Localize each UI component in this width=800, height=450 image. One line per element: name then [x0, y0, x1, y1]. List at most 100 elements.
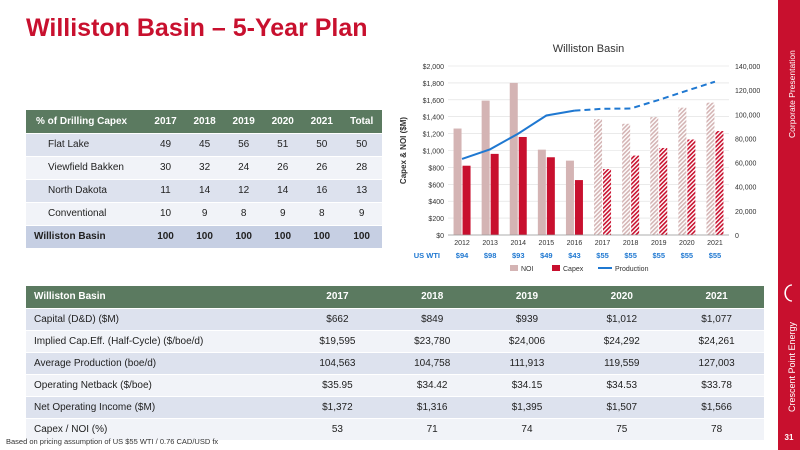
table-cell: 51 [263, 133, 303, 157]
x-tick-label: 2017 [595, 240, 611, 247]
table-row: Implied Cap.Eff. (Half-Cycle) ($/boe/d) … [26, 330, 764, 353]
table-row: Viewfield Bakken 30 32 24 26 26 28 [26, 156, 382, 180]
wti-value-label: $55 [596, 251, 609, 260]
table-cell: $34.15 [479, 374, 575, 397]
y-tick-label: $1,400 [423, 115, 445, 122]
y2-tick-label: 140,000 [735, 64, 760, 71]
y-tick-label: $1,600 [423, 98, 445, 105]
x-tick-label: 2018 [623, 240, 639, 247]
capex-bar [518, 136, 527, 235]
table-cell: $24,006 [479, 330, 575, 353]
noi-bar [481, 100, 490, 236]
header-cell: 2019 [479, 286, 575, 309]
table-cell: 26 [263, 156, 303, 180]
noi-bar [509, 82, 518, 236]
production-line-forecast [574, 80, 716, 112]
table-cell: 45 [185, 133, 225, 157]
y2-tick-label: 120,000 [735, 88, 760, 95]
capex-bar [462, 165, 471, 235]
table-cell: 30 [146, 156, 186, 180]
capex-table-header: % of Drilling Capex 2017 2018 2019 2020 … [26, 110, 382, 134]
header-cell: 2020 [263, 110, 303, 134]
table-cell: $849 [384, 308, 480, 331]
noi-bar [453, 128, 462, 235]
y-tick-label: $600 [428, 182, 444, 189]
x-tick-label: 2016 [567, 240, 583, 247]
header-cell: Williston Basin [26, 286, 290, 309]
table-cell: Flat Lake [26, 133, 146, 157]
table-row: Operating Netback ($/boe) $35.95 $34.42 … [26, 374, 764, 397]
table-cell: 50 [341, 133, 382, 157]
header-cell: 2020 [574, 286, 670, 309]
table-cell: $19,595 [290, 330, 385, 353]
noi-bar [594, 119, 603, 235]
table-cell: $1,316 [384, 396, 480, 419]
table-row: Capex / NOI (%) 53 71 74 75 78 [26, 418, 764, 441]
x-tick-label: 2021 [707, 240, 723, 247]
table-cell: 16 [302, 179, 342, 203]
table-cell: 49 [146, 133, 186, 157]
wti-value-label: $55 [709, 251, 722, 260]
capex-bar [687, 139, 696, 235]
table-cell: $1,372 [290, 396, 385, 419]
crescent-logo-icon [784, 284, 793, 302]
table-cell: $24,292 [574, 330, 670, 353]
y2-tick-label: 60,000 [735, 161, 757, 168]
wti-value-label: $55 [652, 251, 665, 260]
table-cell: Conventional [26, 202, 146, 226]
noi-bar [537, 149, 546, 235]
table-cell: 75 [574, 418, 670, 441]
table-cell: $1,077 [669, 308, 764, 331]
y-axis-label: Capex & NOI ($M) [399, 117, 408, 184]
table-cell: 13 [341, 179, 382, 203]
capex-bar [715, 131, 724, 235]
sidebar-brand-text: Crescent Point Energy [787, 322, 797, 413]
capex-bar [574, 180, 583, 235]
table-cell: $1,507 [574, 396, 670, 419]
table-row: Conventional 10 9 8 9 8 9 [26, 202, 382, 226]
capex-bar [659, 147, 668, 235]
table-cell: $33.78 [669, 374, 764, 397]
table-cell: 11 [146, 179, 186, 203]
five-year-plan-table: Williston Basin 2017 2018 2019 2020 2021… [26, 286, 764, 441]
table-cell: 8 [302, 202, 342, 226]
capex-bar [546, 157, 555, 235]
y-tick-label: $1,800 [423, 81, 445, 88]
header-cell: 2018 [185, 110, 225, 134]
y-tick-label: $2,000 [423, 64, 445, 71]
table-row: North Dakota 11 14 12 14 16 13 [26, 179, 382, 203]
wti-value-label: $93 [512, 251, 525, 260]
table-cell: 78 [669, 418, 764, 441]
header-cell: 2018 [384, 286, 480, 309]
capex-bar [603, 169, 612, 235]
y2-tick-label: 20,000 [735, 209, 757, 216]
table-cell: 119,559 [574, 352, 670, 375]
table-cell: 56 [224, 133, 264, 157]
table-row: Flat Lake 49 45 56 51 50 50 [26, 133, 382, 157]
y-tick-label: $200 [428, 216, 444, 223]
table-cell: 9 [263, 202, 303, 226]
table-cell: 100 [185, 225, 225, 249]
x-tick-label: 2014 [510, 240, 526, 247]
table-cell: 71 [384, 418, 480, 441]
table-cell: 14 [185, 179, 225, 203]
table-cell: 100 [224, 225, 264, 249]
header-cell: 2021 [302, 110, 342, 134]
sidebar: Corporate Presentation Crescent Point En… [778, 0, 800, 450]
table-cell: 32 [185, 156, 225, 180]
table-cell: 28 [341, 156, 382, 180]
table-cell: 74 [479, 418, 575, 441]
table-cell: North Dakota [26, 179, 146, 203]
table-cell: Operating Netback ($/boe) [26, 374, 290, 397]
y-tick-label: $1,200 [423, 132, 445, 139]
header-cell: 2017 [146, 110, 186, 134]
y-tick-label: $1,000 [423, 149, 445, 156]
sidebar-top-text: Corporate Presentation [787, 50, 797, 138]
table-cell: 9 [185, 202, 225, 226]
table-cell: Capex / NOI (%) [26, 418, 290, 441]
table-cell: Average Production (boe/d) [26, 352, 290, 375]
wti-value-label: $55 [681, 251, 694, 260]
y2-tick-label: 40,000 [735, 185, 757, 192]
noi-bar [650, 117, 659, 235]
wti-value-label: $49 [540, 251, 553, 260]
